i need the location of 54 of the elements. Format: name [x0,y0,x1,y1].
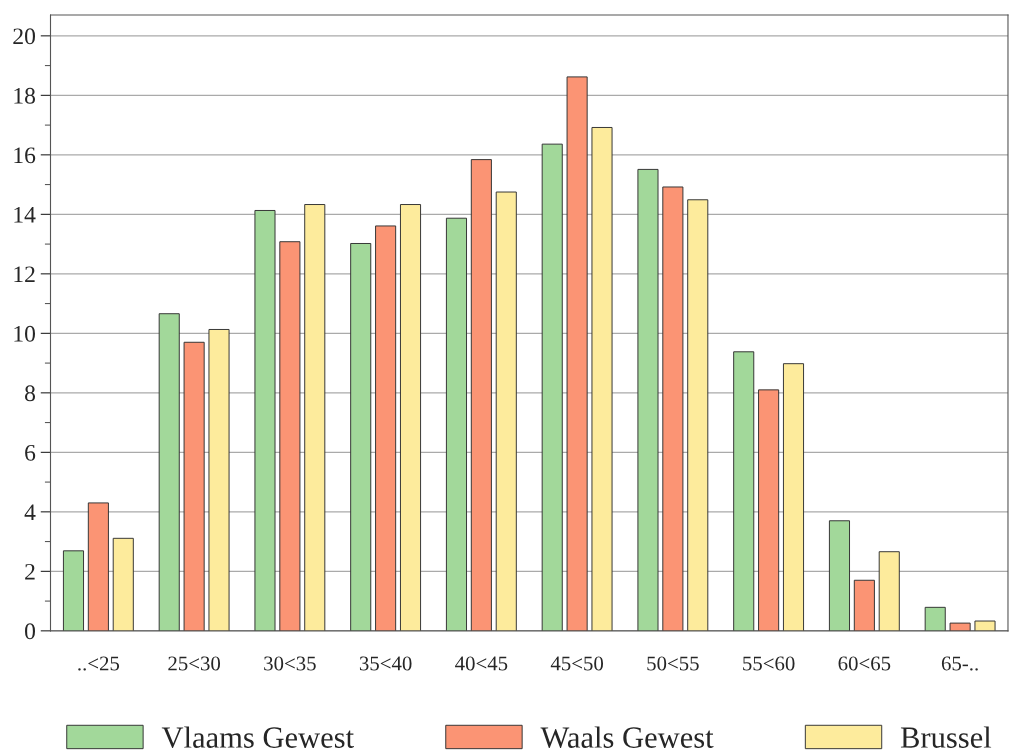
x-tick-label: 25<30 [168,656,221,671]
bar [924,606,946,631]
bar [350,243,372,631]
bar [878,551,900,631]
bar [375,225,397,631]
x-tick-label: ..<25 [78,656,120,671]
y-tick-label: 14 [14,206,36,223]
legend-label: Brussel [900,726,992,748]
bar [974,620,996,631]
bar [87,502,109,631]
y-tick-label: 8 [25,385,36,402]
y-tick-label: 2 [25,563,35,580]
x-tick-label: 65-.. [941,656,978,671]
x-tick-label: 50<55 [647,656,699,671]
bar [949,622,971,631]
bar [541,143,563,631]
bar [112,537,134,631]
bar [637,168,659,631]
bar [445,217,468,631]
legend-label: Waals Gewest [540,726,714,749]
x-tick-label: 35<40 [359,656,412,671]
y-tick-label: 4 [24,504,36,521]
bar [208,328,230,631]
bar [304,204,326,631]
x-tick-label: 40<45 [455,656,508,671]
bar [470,159,492,631]
bar [782,363,805,631]
y-tick-label: 18 [14,87,36,104]
bar [254,209,276,631]
y-tick-label: 16 [14,147,36,164]
bar [733,351,755,631]
bar [687,199,709,631]
x-tick-label: 55<60 [743,656,795,671]
bar [828,520,851,631]
y-tick-label: 20 [13,28,36,45]
bar [158,313,180,631]
legend-label: Vlaams Gewest [161,726,354,749]
bar [183,341,205,631]
bar [279,241,301,631]
bar [662,186,684,631]
bar [62,550,85,631]
x-tick-label: 60<65 [838,656,891,671]
bar [399,204,422,631]
y-tick-label: 10 [14,325,36,342]
bar [853,579,875,631]
bar [758,389,780,631]
x-tick-label: 30<35 [264,656,316,671]
y-tick-label: 0 [25,623,36,640]
bar [591,126,613,631]
y-tick-label: 6 [25,444,36,461]
bar [495,191,517,631]
bar [566,76,588,631]
y-tick-label: 12 [14,266,35,283]
x-tick-label: 45<50 [550,656,604,671]
